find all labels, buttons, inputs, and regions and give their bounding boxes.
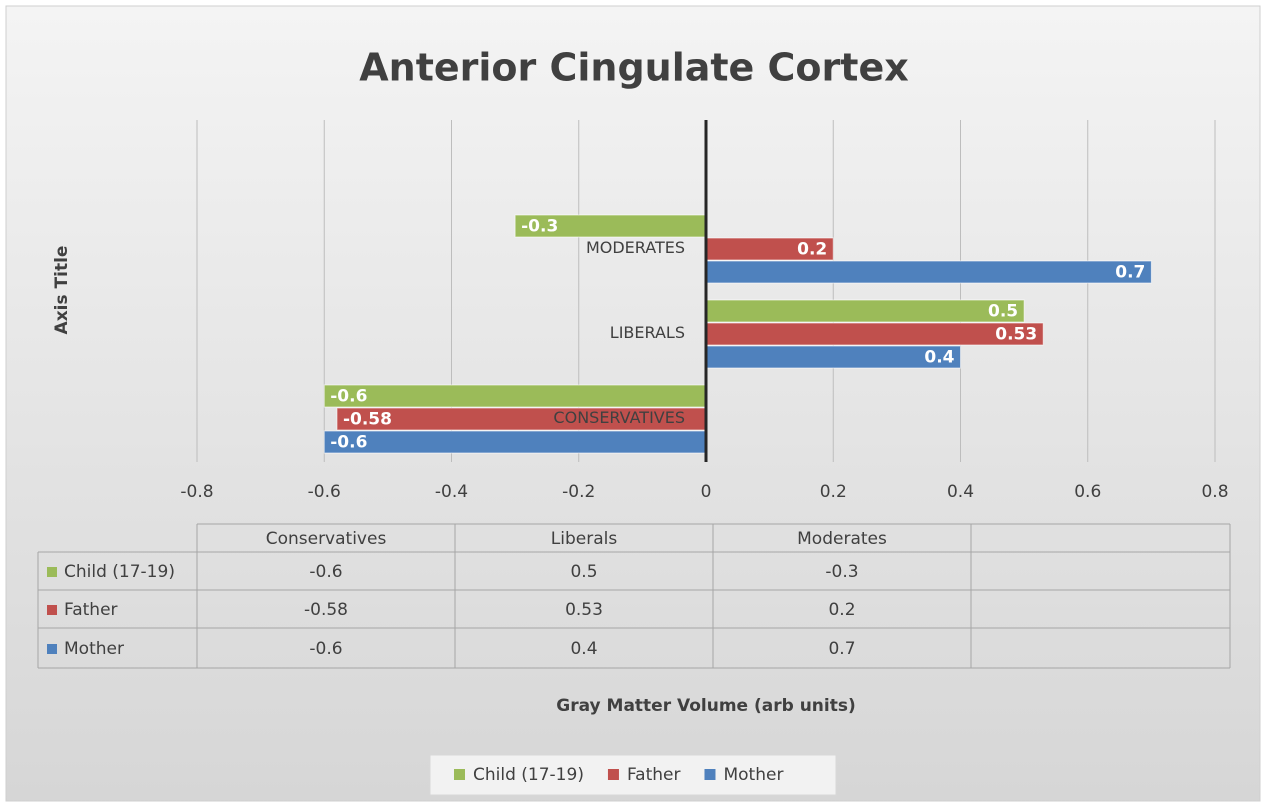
table-cell: 0.7 <box>828 639 855 659</box>
table-header: Liberals <box>551 529 618 549</box>
bar <box>705 260 1152 284</box>
x-tick-label: -0.2 <box>562 482 595 502</box>
table-cell: -0.3 <box>825 562 858 582</box>
x-tick-label: 0.6 <box>1074 482 1101 502</box>
table-header: Conservatives <box>266 529 387 549</box>
table-header: Moderates <box>797 529 887 549</box>
data-label: -0.6 <box>330 387 367 407</box>
legend-key <box>607 769 619 780</box>
bar <box>323 430 707 454</box>
bar <box>323 384 707 408</box>
table-row-label: Mother <box>64 639 124 659</box>
data-label: 0.7 <box>1115 263 1145 283</box>
data-label: -0.3 <box>521 217 558 237</box>
x-tick-label: 0.2 <box>820 482 847 502</box>
chart-title: Anterior Cingulate Cortex <box>359 46 908 90</box>
x-tick-label: 0 <box>701 482 712 502</box>
table-legend-key <box>47 605 57 615</box>
legend-key <box>704 769 716 780</box>
table-cell: 0.4 <box>570 639 597 659</box>
data-label: -0.6 <box>330 433 367 453</box>
category-label: MODERATES <box>586 238 685 257</box>
x-axis-title: Gray Matter Volume (arb units) <box>556 696 856 716</box>
legend-label: Child (17-19) <box>473 765 584 785</box>
x-tick-label: 0.8 <box>1201 482 1228 502</box>
x-tick-label: -0.6 <box>308 482 341 502</box>
bar <box>705 345 961 369</box>
x-tick-label: -0.8 <box>180 482 213 502</box>
data-label: 0.5 <box>988 302 1018 322</box>
y-axis-title: Axis Title <box>52 246 72 335</box>
table-cell: -0.6 <box>309 562 342 582</box>
category-label: LIBERALS <box>610 323 685 342</box>
table-cell: 0.2 <box>828 600 855 620</box>
bar <box>705 322 1044 346</box>
table-cell: 0.5 <box>570 562 597 582</box>
table-cell: -0.6 <box>309 639 342 659</box>
data-label: 0.53 <box>995 325 1037 345</box>
table-cell: 0.53 <box>565 600 603 620</box>
table-row-label: Father <box>64 600 118 620</box>
legend-key <box>454 769 465 780</box>
data-label: -0.58 <box>343 410 392 430</box>
x-tick-label: 0.4 <box>947 482 974 502</box>
legend-label: Father <box>627 765 681 785</box>
table-row-label: Child (17-19) <box>64 562 175 582</box>
table-cell: -0.58 <box>304 600 348 620</box>
legend-label: Mother <box>723 765 783 785</box>
category-label: CONSERVATIVES <box>553 408 685 427</box>
bar <box>705 299 1025 323</box>
table-legend-key <box>47 644 57 654</box>
data-label: 0.2 <box>797 240 827 260</box>
x-tick-label: -0.4 <box>435 482 468 502</box>
legend-box <box>429 754 837 796</box>
table-legend-key <box>47 567 57 577</box>
data-label: 0.4 <box>924 348 954 368</box>
